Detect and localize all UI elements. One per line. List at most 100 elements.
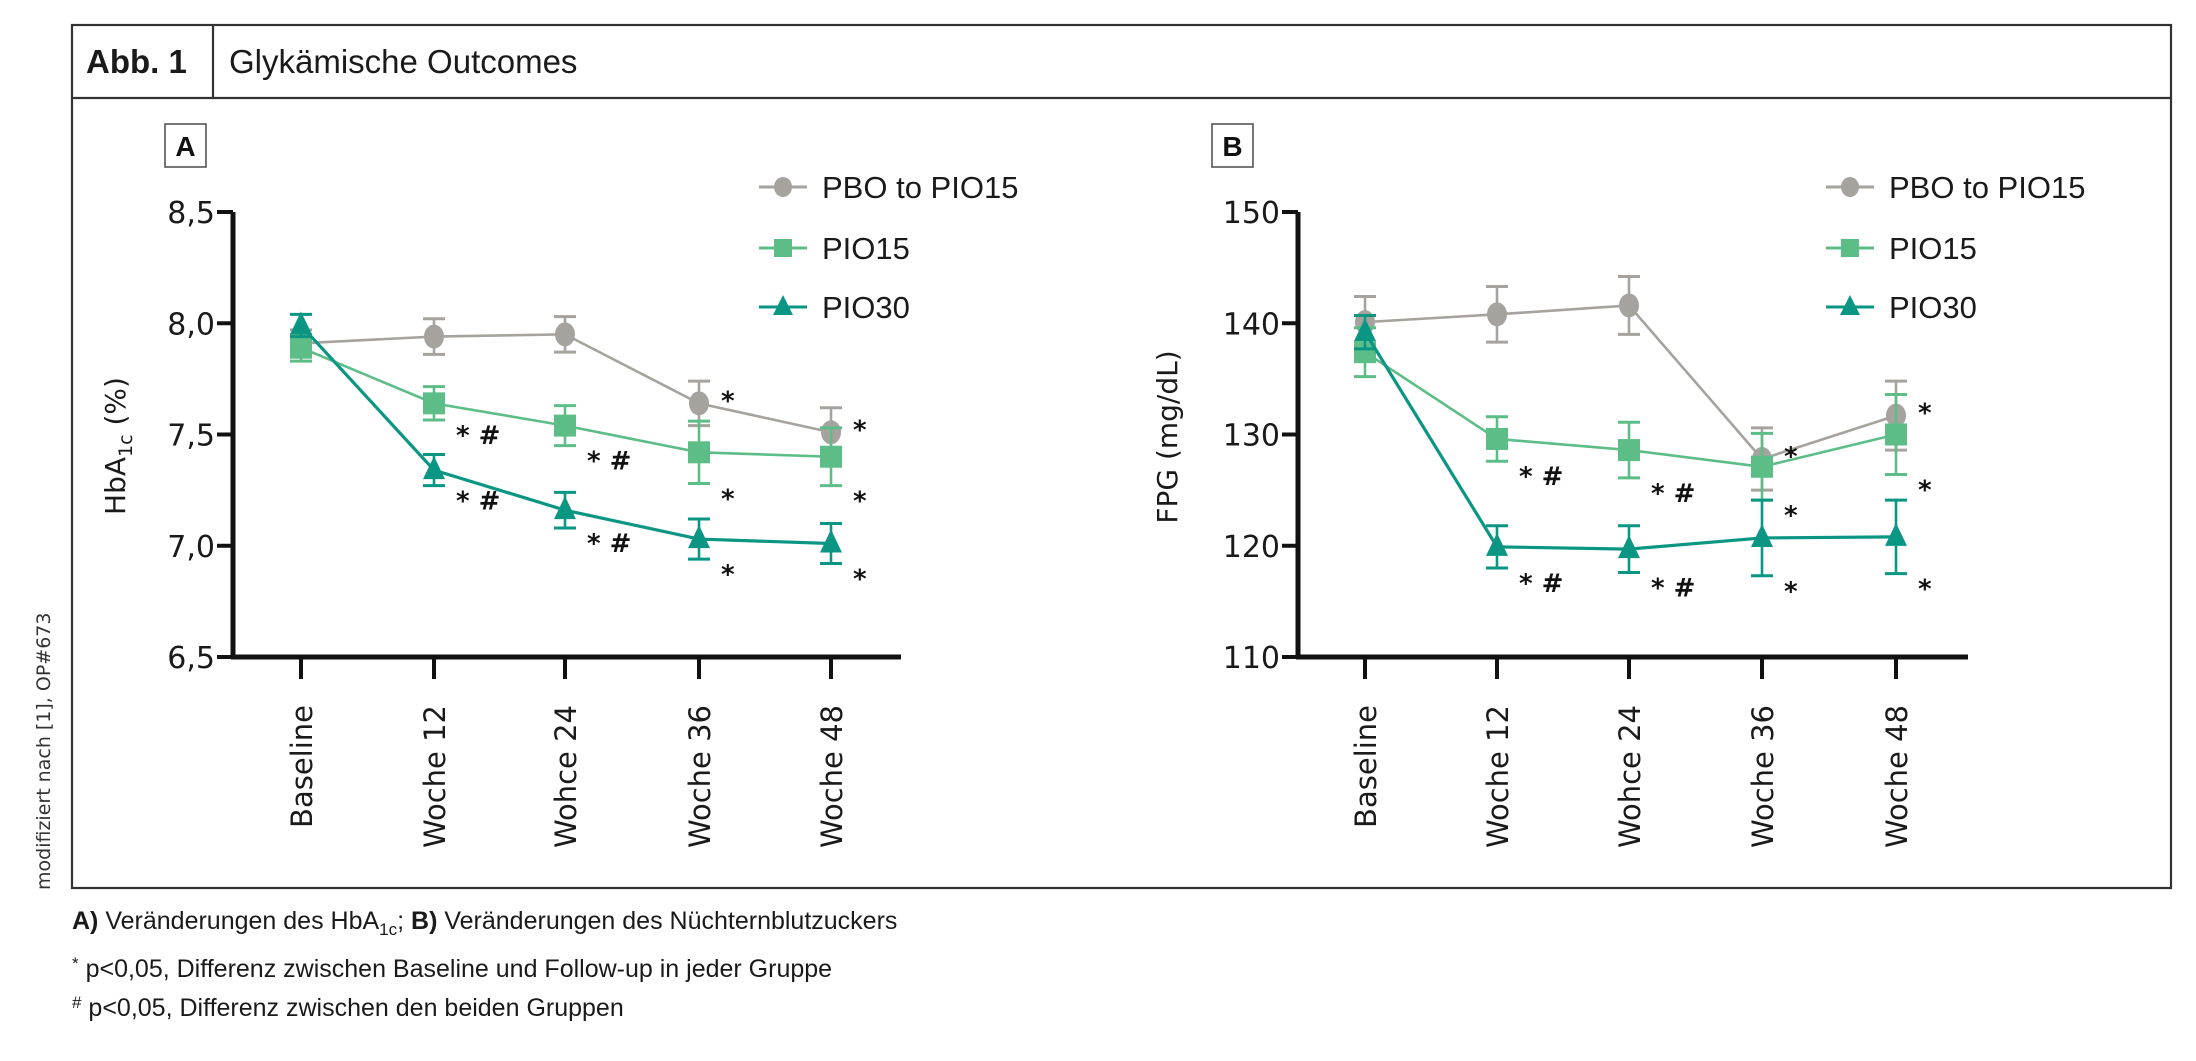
panel-a-chart: A HbA1c (%) 6,5 7,0 7,5 8,0 8,5 Baseline Woche…	[99, 123, 1018, 848]
caption-hash-symbol: #	[72, 993, 82, 1012]
caption-line-2: * p<0,05, Differenz zwischen Baseline un…	[72, 954, 832, 983]
legend-label-pbo: PBO to PIO15	[822, 170, 1018, 205]
legend-label-pio15: PIO15	[1889, 231, 1977, 266]
panel-b-chart: B FPG (mg/dL) 110 120 130 140 150 Baseline Woc…	[1151, 123, 2085, 848]
data-point-pio15	[1751, 455, 1773, 478]
caption-separator: ;	[397, 907, 404, 935]
significance-mark-pio15: * #	[587, 447, 631, 477]
x-tick-label: Woche 48	[1880, 705, 1914, 848]
significance-mark-pio15: *	[721, 484, 735, 514]
significance-mark-pio30: *	[853, 565, 867, 595]
significance-mark-pbo: *	[721, 386, 735, 416]
panel-b-axes: 110 120 130 140 150 Baseline Woche 12 Wohce 24 W…	[1223, 196, 1968, 848]
legend-label-pio15: PIO15	[822, 231, 910, 266]
legend-marker-square-icon	[1841, 239, 1859, 257]
caption-asterisk-symbol: *	[72, 954, 79, 973]
legend-marker-triangle-icon	[773, 295, 793, 315]
panel-a-axes: 6,5 7,0 7,5 8,0 8,5 Baseline Woche 12 Wohce 24 W…	[167, 196, 901, 848]
data-point-pbo	[689, 391, 709, 416]
data-point-pio30	[1486, 532, 1508, 556]
data-point-pio15	[290, 336, 312, 359]
y-tick-label: 7,5	[167, 419, 215, 454]
data-point-pio15	[1618, 439, 1640, 462]
y-tick-label: 8,0	[167, 307, 215, 342]
caption-b-marker: B)	[404, 907, 437, 935]
legend-label-pbo: PBO to PIO15	[1889, 170, 2085, 205]
data-point-pbo	[1619, 293, 1639, 318]
significance-mark-pbo: *	[853, 415, 867, 445]
data-point-pbo	[424, 324, 444, 349]
x-tick-label: Baseline	[1349, 705, 1383, 828]
legend-label-pio30: PIO30	[1889, 290, 1977, 325]
caption-line-3: # p<0,05, Differenz zwischen den beiden …	[72, 993, 624, 1022]
data-point-pio30	[423, 456, 445, 480]
series-line-pbo	[1364, 304, 1897, 461]
data-point-pio30	[1885, 522, 1907, 546]
significance-mark-pio30: * #	[1519, 569, 1563, 599]
data-point-pio15	[1354, 341, 1376, 364]
significance-mark-pio15: * #	[456, 421, 500, 451]
panel-b-legend: PBO to PIO15 PIO15 PIO30	[1826, 170, 2085, 325]
figure-title: Glykämische Outcomes	[229, 43, 577, 80]
caption-hash-text: p<0,05, Differenz zwischen den beiden Gr…	[81, 994, 623, 1022]
data-point-pio15	[820, 445, 842, 468]
caption-line-1: A) Veränderungen des HbA1c; B) Veränderu…	[72, 907, 897, 939]
panel-a-legend: PBO to PIO15 PIO15 PIO30	[759, 170, 1018, 325]
y-tick-label: 130	[1223, 419, 1280, 454]
panel-b-marks: * * * # * # * * * # * # * *	[1354, 275, 1932, 607]
caption-a-marker: A)	[72, 907, 98, 935]
data-point-pio30	[688, 525, 710, 549]
significance-mark-pio30: * #	[587, 529, 631, 559]
caption-b-text: Veränderungen des Nüchternblutzuckers	[437, 907, 897, 935]
significance-mark-pio30: *	[721, 560, 735, 590]
data-point-pio30	[290, 311, 312, 335]
significance-mark-pio15: *	[1784, 501, 1798, 531]
x-tick-label: Woche 48	[815, 705, 849, 848]
legend-label-pio30: PIO30	[822, 290, 910, 325]
significance-mark-pio15: *	[853, 487, 867, 517]
figure-frame	[70, 23, 2173, 890]
significance-mark-pio30: *	[1784, 577, 1798, 607]
y-title-main: HbA	[99, 457, 132, 515]
panel-a-marks: * * * # * # * * * # * # * *	[290, 311, 867, 595]
panel-a-label: A	[175, 131, 195, 162]
caption-asterisk-text: p<0,05, Differenz zwischen Baseline und …	[79, 955, 832, 983]
legend-marker-circle-icon	[774, 177, 792, 197]
panel-a-y-axis-title: HbA1c (%)	[99, 377, 137, 515]
x-tick-label: Woche 36	[1746, 705, 1780, 848]
x-tick-label: Wohce 24	[1613, 705, 1647, 848]
data-point-pio30	[554, 496, 576, 520]
significance-mark-pio15: * #	[1519, 462, 1563, 492]
panel-b-y-axis-title: FPG (mg/dL)	[1151, 350, 1184, 523]
panel-a-label-box	[164, 123, 207, 168]
data-point-pbo	[1487, 302, 1507, 327]
significance-mark-pio30: * #	[456, 487, 500, 517]
data-point-pio30	[1354, 318, 1376, 342]
caption-a-text: Veränderungen des HbA	[98, 907, 379, 935]
figure-number: Abb. 1	[86, 43, 187, 80]
significance-mark-pio15: *	[1918, 476, 1932, 506]
data-point-pio15	[554, 414, 576, 437]
y-tick-label: 140	[1223, 307, 1280, 342]
caption-a-subscript: 1c	[379, 920, 397, 939]
significance-mark-pio15: * #	[1651, 479, 1695, 509]
significance-mark-pio30: * #	[1651, 573, 1695, 603]
data-point-pio30	[820, 529, 842, 553]
significance-mark-pbo: *	[1784, 442, 1798, 472]
x-tick-label: Wohce 24	[549, 705, 583, 848]
data-point-pbo	[555, 322, 575, 347]
legend-marker-circle-icon	[1841, 177, 1859, 197]
data-point-pio30	[1618, 535, 1640, 559]
source-note: modifiziert nach [1], OP#673	[33, 613, 55, 891]
data-point-pio15	[688, 441, 710, 464]
data-point-pio15	[1885, 423, 1907, 446]
panel-b-label: B	[1222, 131, 1242, 162]
significance-mark-pio30: *	[1918, 575, 1932, 605]
y-tick-label: 120	[1223, 530, 1280, 565]
y-tick-label: 150	[1223, 196, 1280, 231]
legend-marker-triangle-icon	[1840, 295, 1860, 315]
data-point-pio30	[1751, 523, 1773, 547]
y-tick-label: 8,5	[167, 196, 215, 231]
y-title-sub: 1c	[115, 434, 137, 457]
